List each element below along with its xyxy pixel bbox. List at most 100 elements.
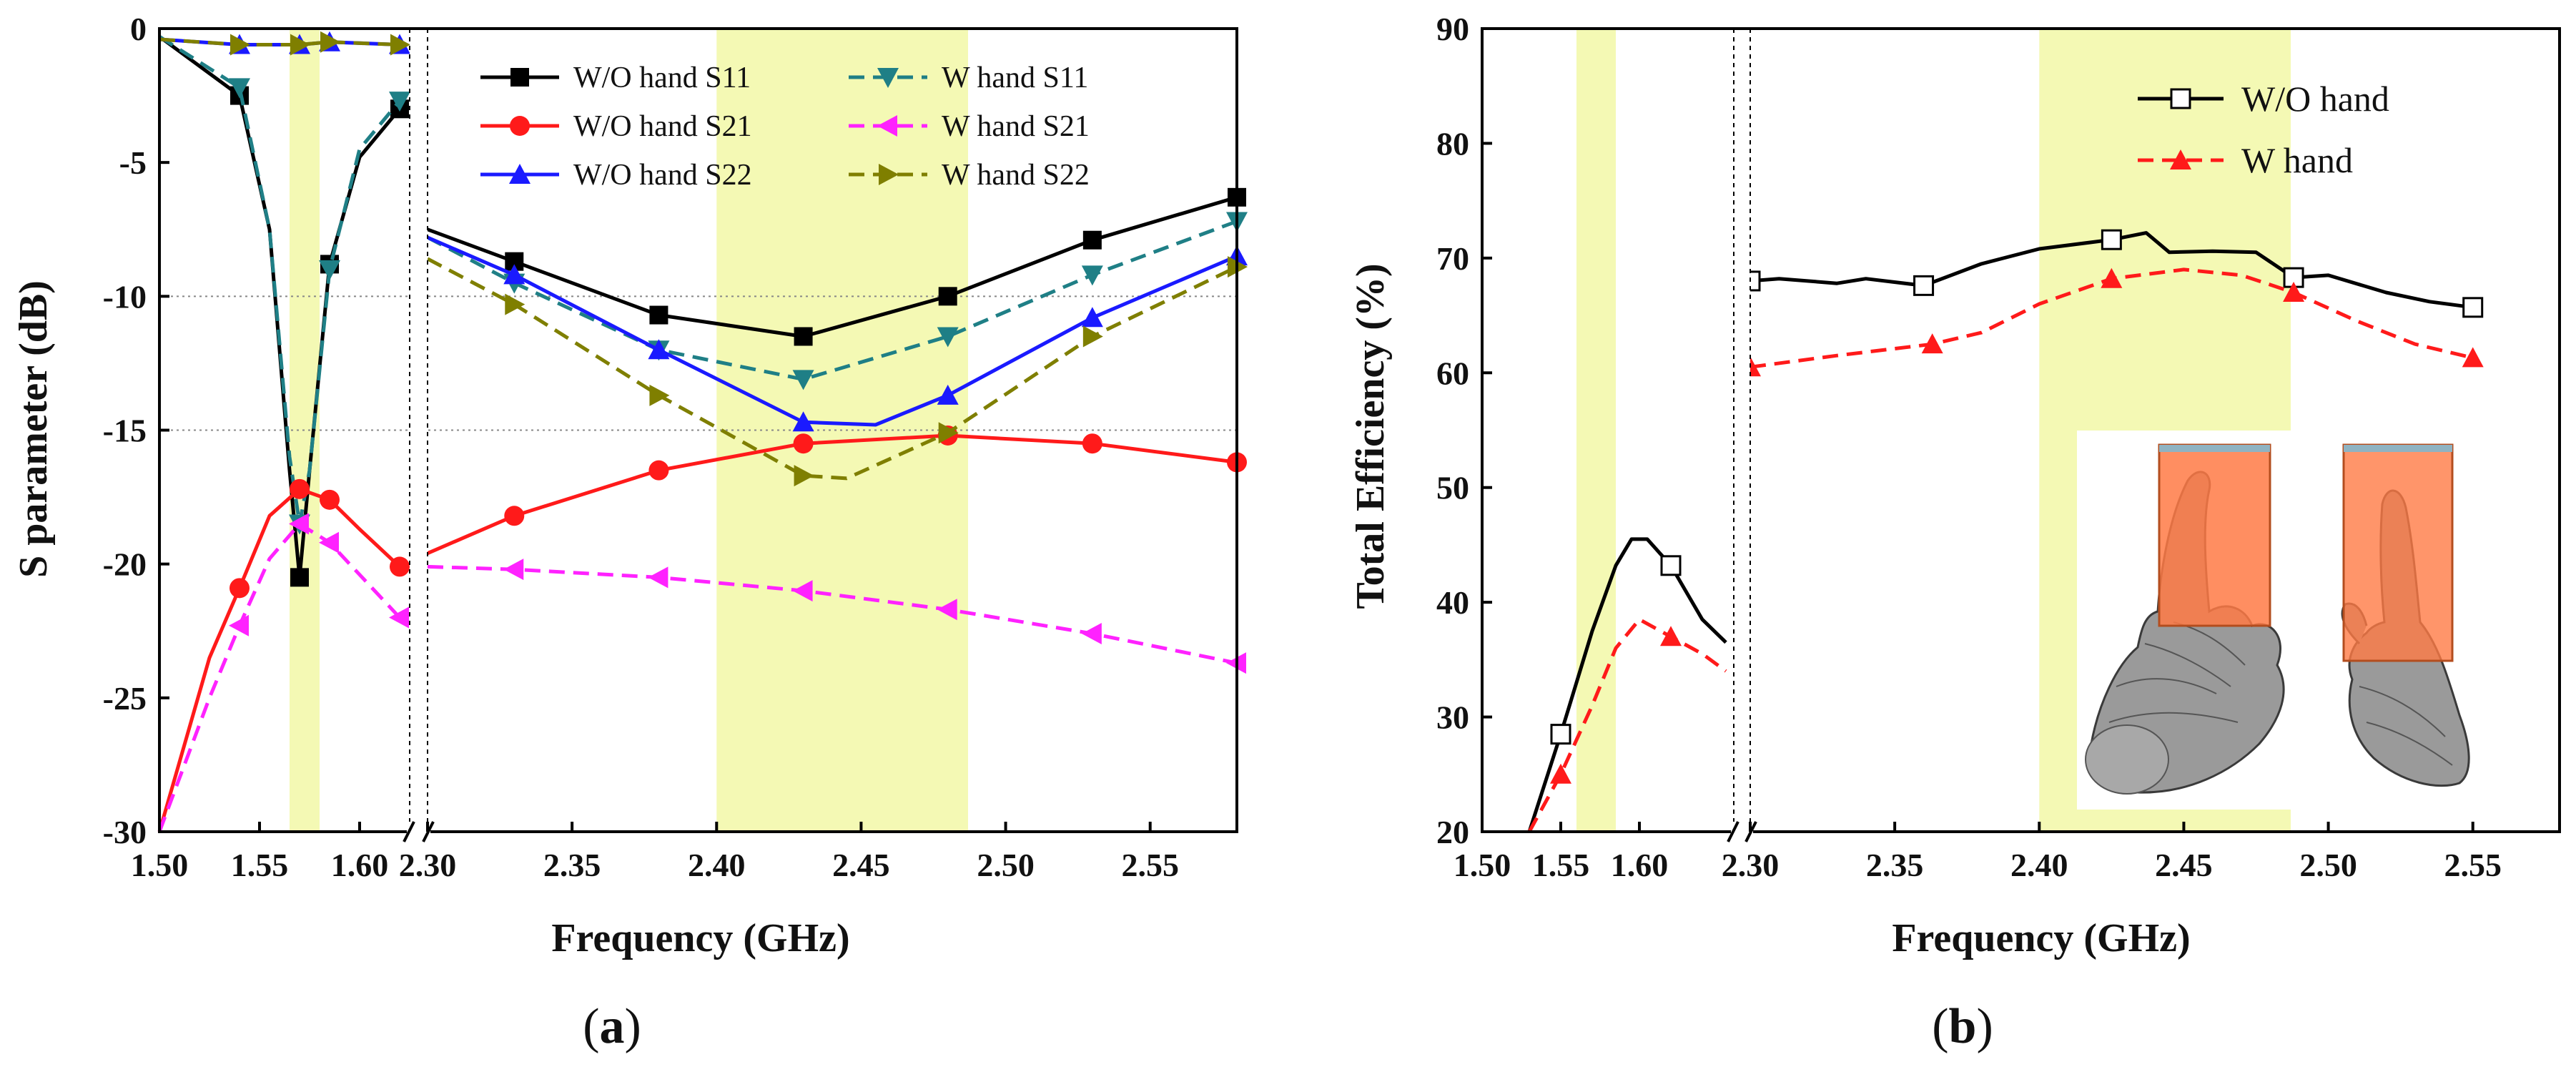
series-line bbox=[426, 257, 1238, 481]
data-point bbox=[937, 384, 959, 405]
data-point bbox=[1081, 307, 1103, 328]
legend-marker bbox=[2170, 88, 2191, 109]
series-line bbox=[157, 487, 401, 832]
x-tick-label: 1.50 bbox=[131, 847, 189, 883]
data-point bbox=[390, 34, 410, 56]
panel-label-b: (b) bbox=[1932, 999, 1993, 1054]
data-point bbox=[389, 92, 410, 112]
data-point bbox=[504, 506, 525, 526]
legend-item-1: W/O hand bbox=[2138, 79, 2389, 119]
legend-item-2: W hand S11 bbox=[849, 62, 1088, 94]
y-tick-label: 60 bbox=[1436, 355, 1469, 391]
data-point bbox=[1660, 626, 1682, 646]
y-ticks-a: 0 -5 -10 -15 -20 -25 -30 bbox=[103, 11, 169, 850]
x-tick-label: 2.50 bbox=[977, 847, 1035, 883]
data-point bbox=[503, 559, 524, 581]
data-point bbox=[1082, 433, 1102, 454]
x-tick-label: 1.60 bbox=[331, 847, 389, 883]
y-tick-label: -25 bbox=[103, 680, 147, 717]
data-point bbox=[649, 305, 668, 325]
data-point bbox=[319, 531, 339, 554]
y-axis-label-a: S parameter (dB) bbox=[11, 280, 56, 578]
panel-label-a: (a) bbox=[583, 999, 641, 1054]
legend-item-2: W hand bbox=[2138, 140, 2353, 180]
x-tick-label: 2.55 bbox=[2444, 847, 2502, 883]
axis-break-gap bbox=[410, 27, 428, 833]
x-ticks-a: 1.50 1.55 1.60 2.30 2.35 2.40 2.45 2.50 2.55 bbox=[131, 822, 1179, 883]
break-symbol-slash bbox=[403, 821, 415, 842]
y-ticks-b: 90 80 70 60 50 40 30 20 bbox=[1436, 11, 1492, 850]
x-tick-label: 2.40 bbox=[2010, 847, 2068, 883]
legend-item-4: W hand S21 bbox=[849, 110, 1090, 143]
data-point bbox=[792, 370, 814, 390]
x-tick-label: 1.55 bbox=[1532, 847, 1590, 883]
y-tick-label: 80 bbox=[1436, 125, 1469, 162]
data-point bbox=[1082, 230, 1102, 250]
legend-item-5: W/O hand S22 bbox=[480, 159, 752, 192]
data-point bbox=[648, 460, 669, 481]
chart-b: 90 80 70 60 50 40 30 20 1.50 1.55 1.60 2.30 2.35 2.4… bbox=[1348, 11, 2561, 1054]
legend-marker bbox=[879, 164, 899, 185]
y-tick-label: -30 bbox=[103, 814, 147, 850]
x-axis-label-b: Frequency (GHz) bbox=[1892, 916, 2190, 960]
data-point bbox=[2101, 229, 2122, 250]
series-line bbox=[1750, 231, 2474, 310]
x-tick-label: 2.30 bbox=[399, 847, 457, 883]
x-tick-label: 2.50 bbox=[2299, 847, 2357, 883]
y-axis-label-b: Total Efficiency (%) bbox=[1348, 263, 1393, 609]
x-tick-label: 1.55 bbox=[231, 847, 289, 883]
legend-marker bbox=[509, 164, 531, 184]
data-point bbox=[230, 34, 250, 56]
legend-label: W/O hand bbox=[2241, 79, 2389, 119]
series-a bbox=[157, 31, 1248, 832]
x-tick-label: 1.50 bbox=[1454, 847, 1511, 883]
highlight-band-1 bbox=[1576, 29, 1616, 832]
data-point bbox=[1082, 325, 1103, 348]
data-point bbox=[2462, 297, 2484, 318]
data-point bbox=[290, 568, 309, 587]
data-point bbox=[230, 578, 250, 599]
x-tick-label: 2.35 bbox=[543, 847, 601, 883]
data-point bbox=[229, 78, 250, 99]
data-point bbox=[794, 327, 813, 346]
y-tick-label: 90 bbox=[1436, 11, 1469, 47]
x-tick-label: 1.60 bbox=[1611, 847, 1669, 883]
data-point bbox=[290, 34, 310, 56]
right-hand-icon bbox=[2341, 443, 2470, 787]
series-4 bbox=[157, 513, 1246, 832]
break-symbol-slash bbox=[1727, 821, 1739, 842]
data-point bbox=[649, 384, 670, 406]
legend-marker bbox=[877, 68, 899, 88]
panel-letter-b: b bbox=[1949, 999, 1977, 1054]
data-point bbox=[648, 566, 668, 589]
data-point bbox=[229, 614, 249, 636]
series-3 bbox=[157, 425, 1247, 832]
data-point bbox=[1550, 763, 1571, 784]
data-point bbox=[937, 599, 957, 621]
legend-label: W hand S22 bbox=[942, 159, 1090, 192]
data-point bbox=[792, 580, 813, 602]
x-tick-label: 2.30 bbox=[1722, 847, 1780, 883]
x-tick-label: 2.35 bbox=[1866, 847, 1924, 883]
x-tick-label: 2.45 bbox=[832, 847, 890, 883]
legend-marker bbox=[510, 68, 529, 87]
series-line bbox=[1527, 617, 1727, 833]
data-point bbox=[289, 513, 309, 535]
axis-break-gap bbox=[1734, 27, 1750, 833]
data-point bbox=[1081, 622, 1102, 644]
x-tick-label: 2.45 bbox=[2155, 847, 2213, 883]
data-point bbox=[1913, 275, 1935, 296]
series-markers bbox=[230, 86, 1246, 587]
x-ticks-b: 1.50 1.55 1.60 2.30 2.35 2.40 2.45 2.50 2.55 bbox=[1454, 822, 2502, 883]
series-markers bbox=[230, 425, 1247, 599]
data-point bbox=[793, 433, 814, 454]
data-point bbox=[390, 556, 410, 577]
legend-item-6: W hand S22 bbox=[849, 159, 1090, 192]
legend-label: W/O hand S21 bbox=[573, 110, 752, 143]
data-point bbox=[794, 465, 814, 487]
hand-illustration-inset bbox=[2077, 431, 2474, 810]
panel-letter-a: a bbox=[600, 999, 625, 1054]
legend-a: W/O hand S11 W hand S11 W/O hand S21 W hand… bbox=[480, 62, 1090, 192]
y-tick-label: -10 bbox=[103, 278, 147, 315]
data-point bbox=[290, 478, 310, 499]
